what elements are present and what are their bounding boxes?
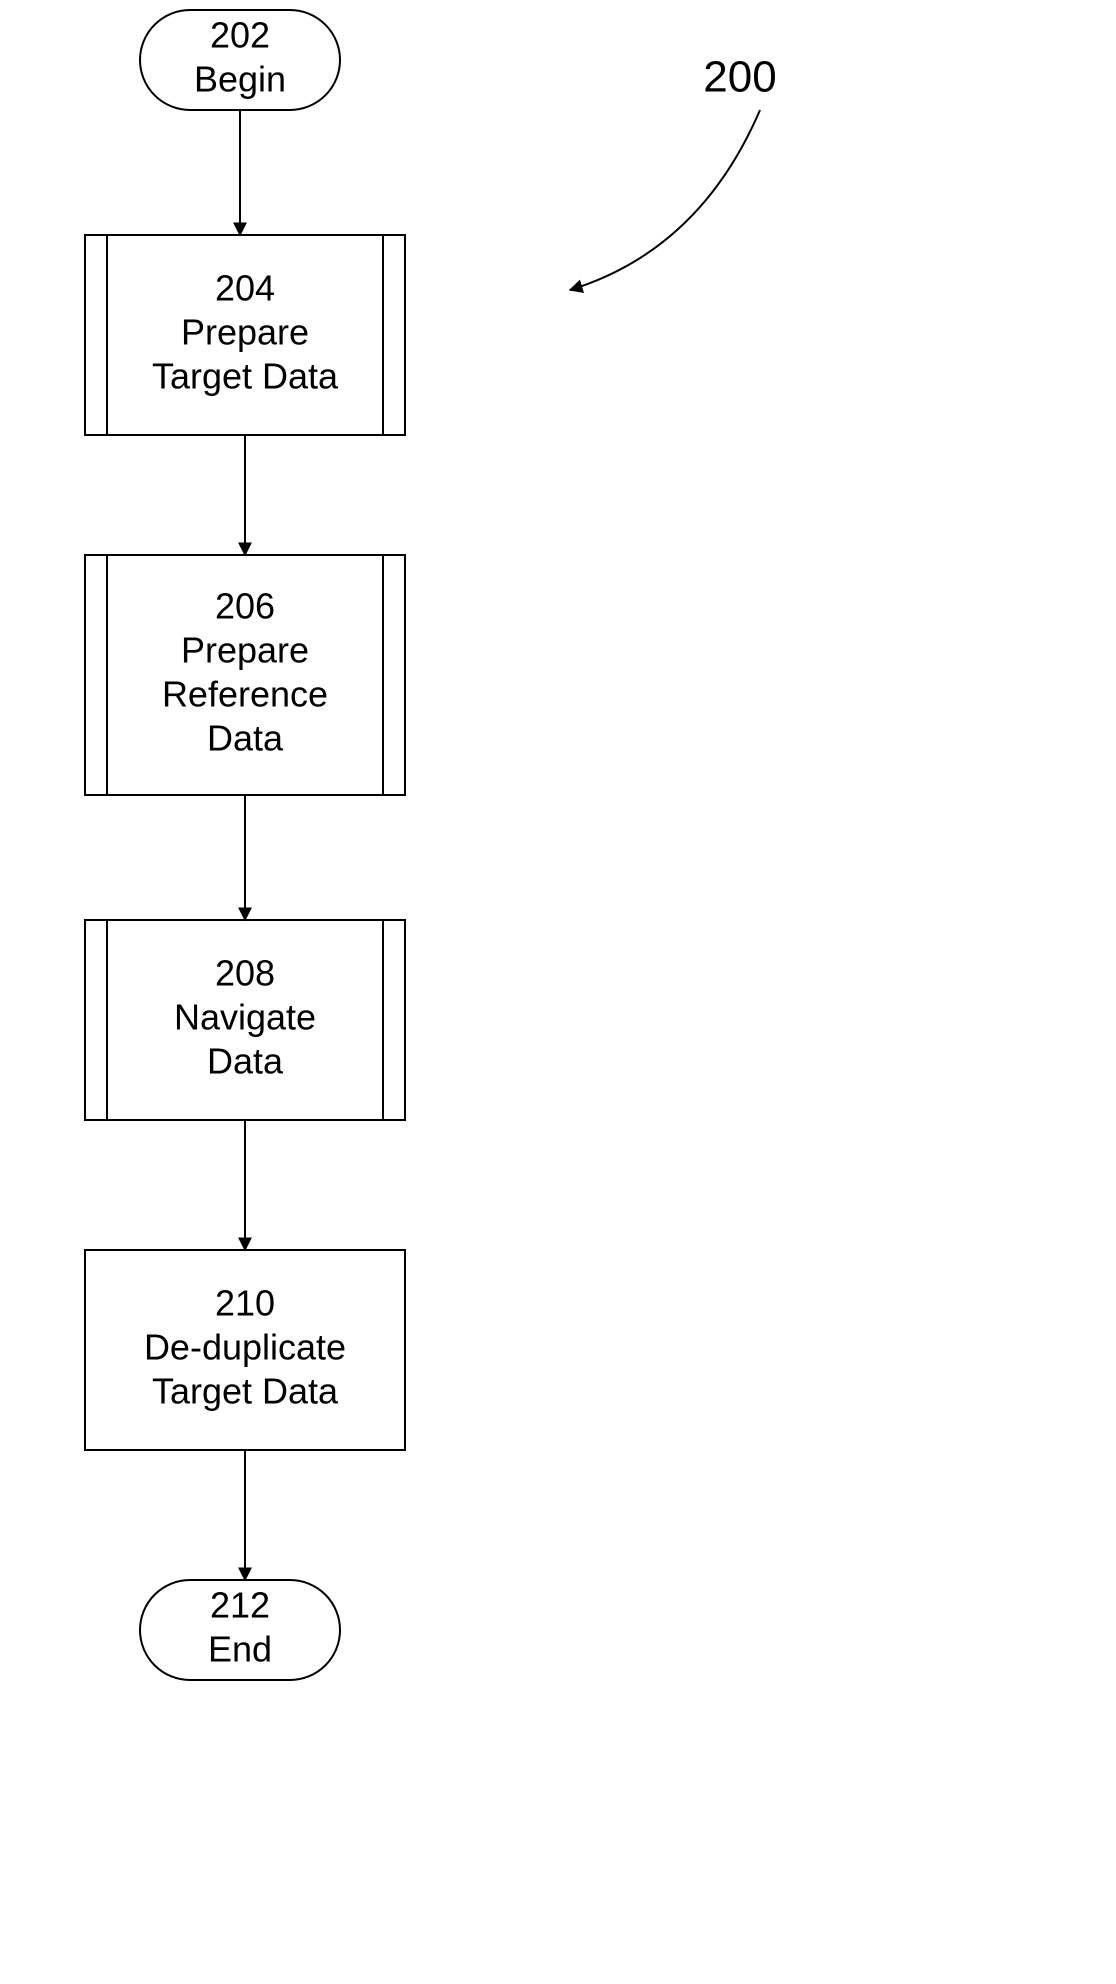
node-text: 210 bbox=[215, 1283, 275, 1324]
node-n212: 212End bbox=[140, 1580, 340, 1680]
node-text: 208 bbox=[215, 953, 275, 994]
node-n204: 204PrepareTarget Data bbox=[85, 235, 405, 435]
node-text: 206 bbox=[215, 586, 275, 627]
node-text: 202 bbox=[210, 15, 270, 56]
node-text: Target Data bbox=[152, 1371, 339, 1412]
node-text: De-duplicate bbox=[144, 1327, 346, 1368]
flowchart-canvas: 202Begin204PrepareTarget Data206PrepareR… bbox=[0, 0, 1116, 1984]
node-text: Begin bbox=[194, 59, 286, 100]
diagram-label: 200 bbox=[703, 53, 776, 102]
node-text: End bbox=[208, 1629, 272, 1670]
node-n202: 202Begin bbox=[140, 10, 340, 110]
node-text: Prepare bbox=[181, 312, 309, 353]
node-n208: 208NavigateData bbox=[85, 920, 405, 1120]
node-text: Data bbox=[207, 718, 284, 759]
node-text: Reference bbox=[162, 674, 328, 715]
diagram-label-pointer bbox=[570, 110, 760, 290]
node-text: 212 bbox=[210, 1585, 270, 1626]
node-text: 204 bbox=[215, 268, 275, 309]
node-n206: 206PrepareReferenceData bbox=[85, 555, 405, 795]
node-text: Target Data bbox=[152, 356, 339, 397]
node-n210: 210De-duplicateTarget Data bbox=[85, 1250, 405, 1450]
node-text: Prepare bbox=[181, 630, 309, 671]
node-text: Data bbox=[207, 1041, 284, 1082]
node-text: Navigate bbox=[174, 997, 316, 1038]
